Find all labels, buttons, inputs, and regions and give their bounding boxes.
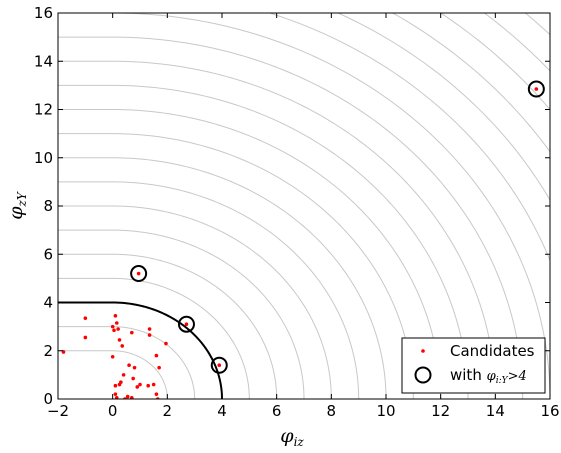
y-axis: 0 2 4 6 8 10 12 14 16 [34,4,550,408]
candidate-point [147,327,152,331]
candidate-point [136,271,141,276]
candidate-point [83,316,88,320]
contour-line [58,229,305,399]
legend-circle-marker [414,366,432,384]
x-tick-label: 6 [272,402,282,420]
contour-line [58,133,414,399]
contour-lines [58,13,550,399]
contour-line [336,13,550,202]
candidate-point [157,365,161,370]
x-tick-label: −2 [47,402,69,420]
legend-circle-label: with φi:Y>4 [450,366,527,386]
x-axis: −2 0 2 4 6 8 10 12 14 16 [47,13,560,420]
candidate-point [146,383,150,388]
y-axis-label: φzY [5,191,29,220]
candidate-point [113,392,118,396]
candidate-point [125,394,130,399]
x-tick-label: 12 [431,402,450,420]
contour-line [439,13,550,111]
x-tick-label: 14 [486,402,505,420]
candidate-point [132,365,137,370]
x-axis-label: φiz [280,425,304,449]
y-tick-label: 8 [43,197,53,215]
contour-line [58,181,360,399]
x-tick-label: 8 [327,402,337,420]
candidate-point [121,373,126,377]
contour-line [58,36,524,399]
candidate-point [119,380,123,384]
candidate-point [127,363,131,368]
contour-line [391,13,550,153]
candidate-point [130,395,134,399]
y-tick-label: 12 [34,101,53,119]
highlight-circle [527,80,545,98]
candidate-point [135,385,140,389]
highlight-circle [177,315,195,333]
legend-box [401,337,546,394]
contour-line [483,13,550,72]
candidate-point [154,392,159,396]
contour-line [58,253,278,399]
candidate-point [184,322,189,327]
x-tick-label: 16 [540,402,559,420]
candidate-point [113,313,118,318]
candidate-point [130,330,134,335]
highlight-circle [210,356,228,374]
candidate-point [138,382,142,387]
y-tick-label: 4 [43,294,53,312]
contour-line [58,326,196,399]
legend-candidates-marker [421,349,425,353]
y-tick-label: 14 [34,52,53,70]
contour-line [58,350,168,399]
highlight-circle [130,265,148,283]
legend-candidates-label: Candidates [450,342,535,360]
candidate-point [164,341,168,346]
candidate-point [117,338,122,342]
contour-line [268,13,550,262]
candidate-point [112,328,116,333]
candidate-point [110,324,115,329]
contour-line [524,13,550,36]
data-points [61,80,545,399]
candidate-point [120,344,125,348]
y-tick-label: 2 [43,342,53,360]
candidate-point [154,353,159,358]
candidate-point [114,395,119,399]
y-tick-label: 0 [43,390,53,408]
candidate-point [114,321,119,325]
candidate-point [113,383,118,388]
contour-line [58,109,442,399]
candidate-point [151,382,156,387]
candidate-point [534,87,539,91]
x-tick-label: 0 [108,402,118,420]
y-tick-label: 6 [43,245,53,263]
candidate-point [131,376,135,381]
y-tick-label: 16 [34,4,53,22]
candidate-point [116,327,120,331]
x-tick-label: 4 [217,402,227,420]
candidate-point [110,354,115,359]
candidate-point [83,335,88,340]
candidate-point [147,333,152,337]
contour-line [58,84,469,399]
x-tick-label: 2 [163,402,173,420]
contour-line [58,277,250,399]
contour-line [58,13,550,399]
candidate-point [217,363,222,368]
x-tick-label: 10 [376,402,395,420]
legend: Candidates with φi:Y>4 [401,337,546,394]
y-tick-label: 10 [34,149,53,167]
contour-line [58,205,332,399]
contour-line [58,60,496,399]
contour-line [58,157,387,399]
